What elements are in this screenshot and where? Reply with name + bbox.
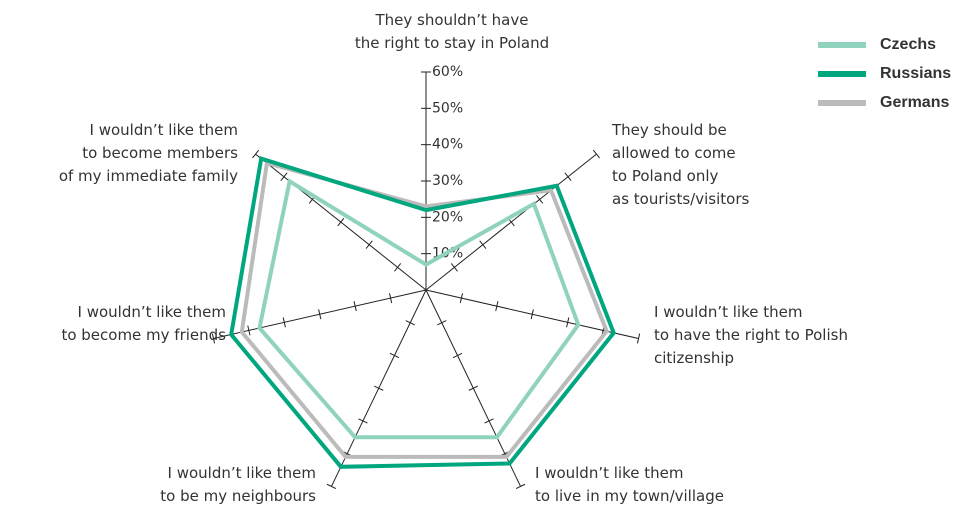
tick-mark (495, 301, 499, 312)
tick-label: 40% (432, 137, 463, 153)
category-label-line: citizenship (654, 349, 734, 367)
category-label-line: I wouldn’t like them (654, 303, 802, 321)
category-label: I wouldn’t like them to be my neighbours (160, 464, 316, 505)
category-label: I wouldn’t like them to live in my town/v… (535, 464, 724, 505)
tick-mark (566, 317, 570, 328)
category-label-line: They should be (611, 121, 727, 139)
tick-mark (515, 483, 526, 490)
legend-text: Russians (880, 65, 951, 82)
tick-mark (337, 217, 345, 227)
category-label-line: I wouldn’t like them (90, 121, 238, 139)
category-label-line: to live in my town/village (535, 487, 724, 505)
tick-mark (318, 309, 322, 320)
series-line (257, 178, 581, 440)
tick-mark (211, 333, 216, 344)
category-label-line: as tourists/visitors (612, 190, 749, 208)
category-label-line: to be my neighbours (160, 487, 316, 505)
tick-mark (247, 325, 251, 336)
tick-mark (280, 172, 288, 181)
tick-mark (365, 240, 373, 249)
legend-text: Germans (880, 94, 949, 111)
tick-mark (437, 320, 447, 326)
tick-mark (252, 149, 260, 159)
tick-mark (405, 320, 415, 326)
category-label-line: I wouldn’t like them (168, 464, 316, 482)
tick-mark (373, 385, 384, 391)
tick-label: 20% (432, 209, 463, 225)
series-line (239, 160, 609, 459)
category-label: I wouldn’t like them to become my friends (61, 303, 226, 344)
legend-text: Czechs (880, 36, 936, 53)
tick-mark (326, 483, 337, 490)
tick-label: 50% (432, 100, 463, 116)
tick-mark (394, 263, 402, 272)
category-label-line: to become my friends (61, 326, 226, 344)
tick-mark (530, 309, 534, 320)
tick-mark (536, 195, 544, 204)
tick-mark (450, 263, 458, 272)
tick-mark (468, 385, 479, 391)
tick-label: 30% (432, 173, 463, 189)
category-label-line: the right to stay in Poland (355, 34, 549, 52)
category-label-line: to Poland only (612, 167, 719, 185)
tick-mark (452, 352, 463, 359)
tick-mark (636, 333, 641, 344)
category-label-line: of my immediate family (59, 167, 238, 185)
category-label-line: I wouldn’t like them (535, 464, 683, 482)
series-line (229, 156, 616, 469)
tick-mark (459, 293, 464, 304)
category-label-line: They shouldn’t have (375, 11, 529, 29)
tick-mark (479, 240, 487, 249)
category-label-line: to become members (82, 144, 238, 162)
category-label-line: I wouldn’t like them (78, 303, 226, 321)
tick-mark (388, 293, 393, 304)
category-label-line: to have the right to Polish (654, 326, 848, 344)
tick-mark (592, 149, 600, 159)
category-label: I wouldn’t like them to have the right to… (654, 303, 848, 367)
tick-mark (282, 317, 286, 328)
category-label: They should be allowed to come to Poland o… (611, 121, 749, 208)
category-label-line: allowed to come (612, 144, 736, 162)
tick-mark (389, 352, 400, 359)
tick-mark (358, 418, 368, 424)
category-label: They shouldn’t have the right to stay in … (355, 11, 549, 52)
tick-mark (484, 418, 494, 424)
tick-mark (564, 172, 572, 181)
tick-mark (353, 301, 357, 312)
tick-label: 60% (432, 64, 463, 80)
category-label: I wouldn’t like them to become members of … (59, 121, 238, 185)
